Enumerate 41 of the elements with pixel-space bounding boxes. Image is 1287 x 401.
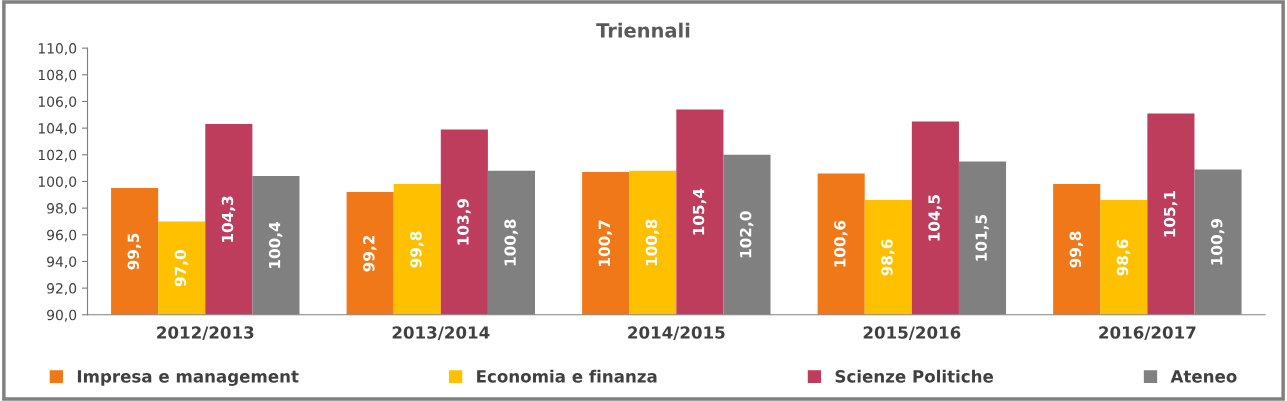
legend-label: Ateneo (1170, 370, 1237, 383)
data-label: 99,8 (410, 231, 424, 268)
x-tick-label: 2015/2016 (863, 326, 961, 341)
data-label: 98,6 (881, 239, 895, 276)
x-tick-label: 2012/2013 (157, 326, 254, 341)
data-label: 99,5 (127, 233, 142, 270)
data-label: 98,6 (1116, 239, 1131, 276)
data-label: 104,5 (928, 195, 942, 241)
data-label: 101,5 (975, 215, 989, 261)
data-label: 99,8 (1069, 231, 1084, 268)
data-label: 100,9 (1210, 218, 1225, 265)
y-tick-label: 102,0 (38, 149, 77, 162)
legend-label: Economia e finanza (477, 369, 657, 383)
y-tick-label: 96,0 (47, 229, 77, 242)
legend-label: Scienze Politiche (835, 369, 994, 383)
data-label: 100,6 (834, 220, 848, 267)
data-label: 100,8 (504, 219, 518, 266)
legend-label: Impresa e management (77, 370, 299, 386)
data-label: 100,8 (645, 219, 660, 266)
x-tick-label: 2013/2014 (392, 326, 490, 341)
data-label: 103,9 (457, 198, 471, 245)
data-label: 100,7 (598, 220, 613, 266)
y-tick-label: 110,0 (38, 43, 77, 56)
data-label: 104,3 (221, 196, 236, 242)
data-label: 105,1 (1163, 191, 1178, 237)
data-label: 97,0 (174, 250, 189, 287)
data-label: 99,2 (363, 235, 377, 272)
y-tick-label: 104,0 (38, 123, 77, 136)
data-label: 102,0 (739, 211, 754, 258)
data-label: 100,4 (268, 221, 283, 268)
x-tick-label: 2016/2017 (1099, 326, 1196, 341)
y-tick-label: 94,0 (47, 256, 77, 269)
y-tick-label: 108,0 (38, 69, 77, 82)
data-label: 105,4 (692, 188, 707, 235)
y-tick-label: 90,0 (47, 309, 77, 322)
y-tick-label: 92,0 (47, 283, 77, 296)
y-tick-label: 106,0 (38, 96, 77, 109)
x-tick-label: 2014/2015 (628, 326, 725, 341)
y-tick-label: 100,0 (38, 176, 77, 189)
y-tick-label: 98,0 (47, 203, 77, 216)
chart-title: Triennali (596, 22, 690, 38)
